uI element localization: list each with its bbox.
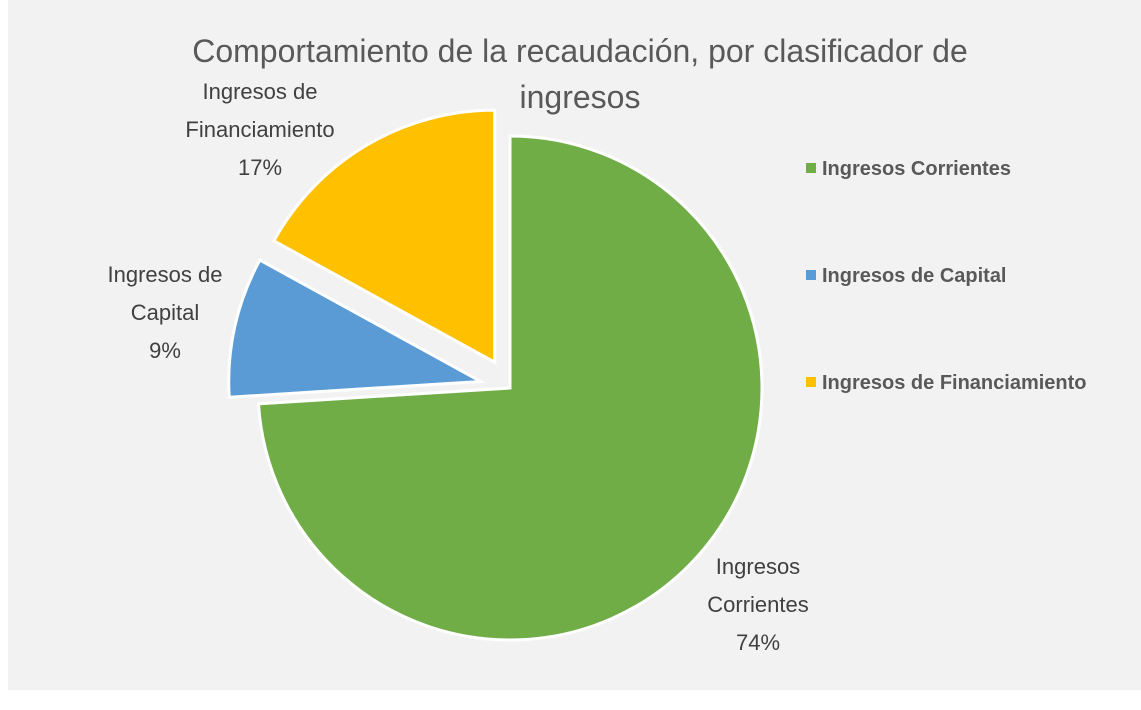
legend-label: Ingresos de Financiamiento: [822, 372, 1087, 394]
data-label: Ingresos de Capital 9%: [85, 256, 245, 370]
legend-label: Ingresos de Capital: [822, 265, 1007, 287]
pie-slice: [256, 134, 764, 642]
data-label-category: Ingresos de Capital: [107, 262, 223, 325]
data-label-value: 9%: [149, 338, 181, 363]
legend-swatch: [806, 377, 816, 387]
data-label-category: Ingresos de Financiamiento: [185, 79, 335, 142]
legend-swatch: [806, 270, 816, 280]
data-label: Ingresos Corrientes 74%: [688, 548, 828, 662]
legend-item: Ingresos Corrientes: [806, 158, 1011, 181]
pie-slice: [271, 108, 497, 365]
chart-title: Comportamiento de la recaudación, por cl…: [192, 33, 968, 115]
data-label-value: 74%: [735, 630, 781, 655]
legend-swatch: [806, 163, 816, 173]
data-label: Ingresos de Financiamiento 17%: [165, 73, 355, 187]
legend-item: Ingresos de Financiamiento: [806, 372, 1087, 395]
data-label-category: Ingresos Corrientes: [707, 554, 809, 617]
legend-item: Ingresos de Capital: [806, 265, 1007, 288]
pie-slice: [227, 258, 486, 399]
data-label-value: 17%: [237, 155, 283, 180]
legend-label: Ingresos Corrientes: [822, 158, 1011, 180]
